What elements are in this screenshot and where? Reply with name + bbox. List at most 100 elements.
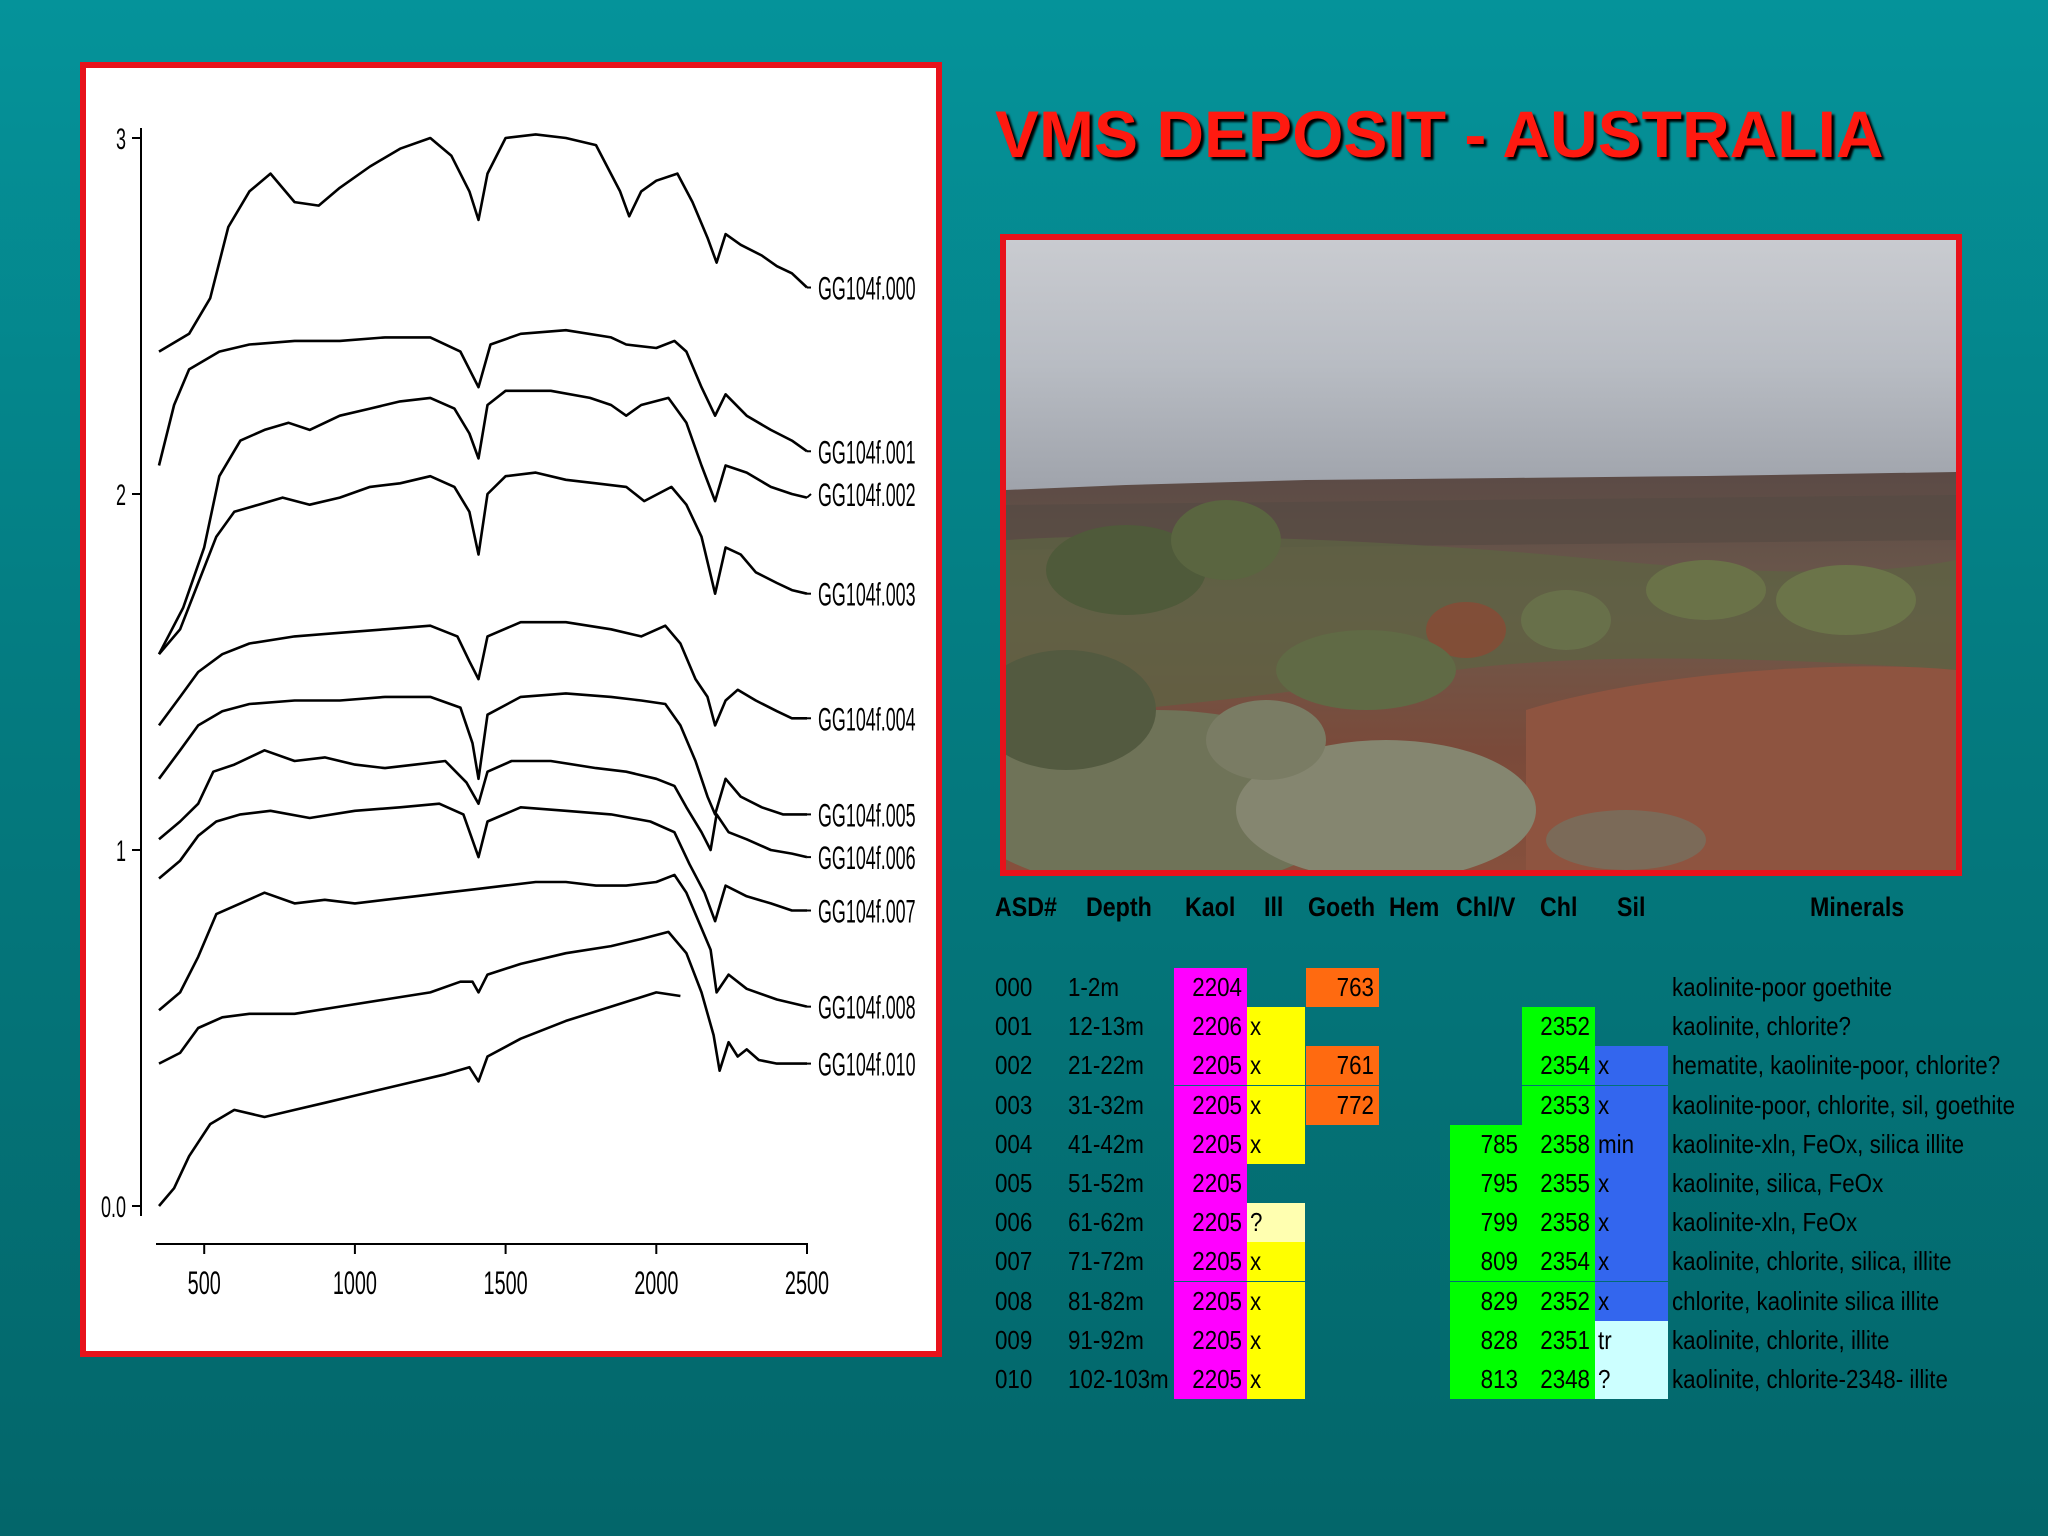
spectrum-line-4: [157, 620, 807, 727]
kaol-value: 2205: [1192, 1246, 1242, 1276]
chlv-cell: [1450, 1164, 1523, 1203]
depth-cell: 71-72m: [1068, 1246, 1144, 1276]
ill-cell: [1247, 1125, 1305, 1164]
minerals-cell: kaolinite, chlorite, illite: [1672, 1325, 1890, 1355]
chl-value: 2352: [1540, 1286, 1590, 1316]
col-header: Minerals: [1810, 892, 1905, 922]
ill-cell: [1247, 1086, 1305, 1125]
sil-value: ?: [1598, 1364, 1611, 1394]
chl-cell: [1522, 1046, 1595, 1085]
sil-value: x: [1598, 1168, 1610, 1198]
kaol-value: 2204: [1192, 972, 1242, 1002]
chl-cell: [1522, 1086, 1595, 1125]
x-tick-label: 500: [188, 1265, 221, 1301]
depth-cell: 61-62m: [1068, 1207, 1144, 1237]
chlv-value: 829: [1480, 1286, 1518, 1316]
minerals-cell: kaolinite, chlorite-2348- illite: [1672, 1364, 1948, 1394]
kaol-value: 2205: [1192, 1090, 1242, 1120]
depth-cell: 12-13m: [1068, 1011, 1144, 1041]
asd-cell: 003: [995, 1090, 1033, 1120]
spectrum-line-8: [158, 873, 808, 1012]
kaol-cell: [1174, 1086, 1247, 1125]
kaol-cell: [1174, 1321, 1247, 1360]
series-label: GG104f.006: [818, 842, 916, 877]
series-label: GG104f.004: [818, 703, 916, 738]
ill-cell: [1247, 1282, 1305, 1321]
ill-value: x: [1250, 1050, 1262, 1080]
kaol-value: 2205: [1192, 1364, 1242, 1394]
kaol-cell: [1174, 1164, 1247, 1203]
chlv-cell: [1450, 1203, 1523, 1242]
chl-cell: [1522, 1321, 1595, 1360]
ill-cell: [1247, 1046, 1305, 1085]
sil-cell: [1595, 1282, 1668, 1321]
asd-cell: 001: [995, 1011, 1033, 1041]
col-header: ASD#: [995, 892, 1057, 922]
kaol-cell: [1174, 1282, 1247, 1321]
minerals-cell: kaolinite, silica, FeOx: [1672, 1168, 1884, 1198]
ill-value: ?: [1250, 1207, 1263, 1237]
kaol-cell: [1174, 1125, 1247, 1164]
minerals-cell: kaolinite-xln, FeOx: [1672, 1207, 1858, 1237]
ill-value: x: [1250, 1325, 1262, 1355]
spectrum-line-10: [158, 991, 681, 1207]
sil-cell: [1595, 1203, 1668, 1242]
depth-cell: 21-22m: [1068, 1050, 1144, 1080]
spectrum-line-6: [158, 749, 808, 859]
chl-value: 2358: [1540, 1207, 1590, 1237]
kaol-value: 2205: [1192, 1286, 1242, 1316]
ill-value: x: [1250, 1364, 1262, 1394]
sil-value: tr: [1598, 1325, 1612, 1355]
asd-cell: 007: [995, 1246, 1033, 1276]
sil-value: x: [1598, 1207, 1610, 1237]
kaol-value: 2205: [1192, 1207, 1242, 1237]
depth-cell: 1-2m: [1068, 972, 1119, 1002]
series-label: GG104f.008: [818, 991, 916, 1026]
chl-cell: [1522, 1360, 1595, 1399]
spectrum-line-7: [158, 802, 807, 923]
sil-cell: [1595, 1242, 1668, 1281]
goeth-value: 763: [1336, 972, 1374, 1002]
col-header: Chl: [1540, 892, 1578, 922]
chl-value: 2355: [1540, 1168, 1590, 1198]
chlv-cell: [1450, 1321, 1523, 1360]
spectra-chart: 0.0 1 2 3 500 1000 1500 2000 2500 GG104f.000 GG104…: [101, 124, 916, 1302]
sil-value: x: [1598, 1286, 1610, 1316]
x-tick-label: 1500: [484, 1265, 528, 1301]
chlv-cell: [1450, 1242, 1523, 1281]
sil-cell: [1595, 1360, 1668, 1399]
sil-cell: [1595, 1086, 1668, 1125]
depth-cell: 41-42m: [1068, 1129, 1144, 1159]
col-header: Hem: [1389, 892, 1440, 922]
chlv-cell: [1450, 1282, 1523, 1321]
ill-value: x: [1250, 1129, 1262, 1159]
asd-cell: 002: [995, 1050, 1033, 1080]
minerals-cell: kaolinite-poor goethite: [1672, 972, 1893, 1002]
kaol-value: 2205: [1192, 1168, 1242, 1198]
sil-cell: [1595, 1046, 1668, 1085]
landscape-image: [1006, 240, 1956, 870]
asd-cell: 000: [995, 972, 1033, 1002]
kaol-value: 2205: [1192, 1129, 1242, 1159]
goeth-cell: [1306, 1046, 1379, 1085]
series-label: GG104f.010: [818, 1048, 916, 1083]
series-label: GG104f.005: [818, 799, 916, 834]
ill-cell: [1247, 1203, 1305, 1242]
ill-cell: [1247, 1360, 1305, 1399]
spectrum-line-2: [157, 389, 808, 655]
chl-cell: [1522, 1007, 1595, 1046]
chlv-cell: [1450, 1125, 1523, 1164]
kaol-cell: [1174, 1360, 1247, 1399]
spectra-chart-panel: 0.0 1 2 3 500 1000 1500 2000 2500 GG104f.000 GG104…: [80, 62, 942, 1357]
chlv-value: 785: [1480, 1129, 1518, 1159]
col-header: Sil: [1617, 892, 1646, 922]
sil-value: x: [1598, 1246, 1610, 1276]
asd-cell: 005: [995, 1168, 1033, 1198]
ill-cell: [1247, 1242, 1305, 1281]
sil-value: min: [1598, 1129, 1635, 1159]
goeth-value: 761: [1336, 1050, 1374, 1080]
y-tick-label: 1: [116, 836, 126, 869]
kaol-cell: [1174, 1007, 1247, 1046]
asd-cell: 010: [995, 1364, 1033, 1394]
landscape-photo: [1000, 234, 1962, 876]
